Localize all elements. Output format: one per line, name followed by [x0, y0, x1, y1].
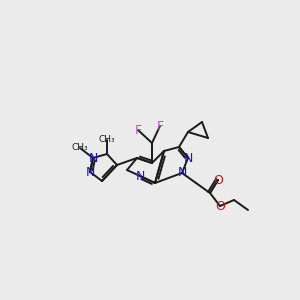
Text: F: F	[134, 124, 142, 136]
Text: N: N	[88, 152, 98, 164]
Text: CH₃: CH₃	[99, 136, 115, 145]
Text: F: F	[156, 119, 164, 133]
Text: N: N	[183, 152, 193, 164]
Text: O: O	[215, 200, 225, 212]
Text: CH₃: CH₃	[72, 143, 88, 152]
Text: N: N	[85, 166, 95, 178]
Text: N: N	[135, 169, 145, 182]
Text: N: N	[177, 167, 187, 179]
Text: O: O	[213, 173, 223, 187]
